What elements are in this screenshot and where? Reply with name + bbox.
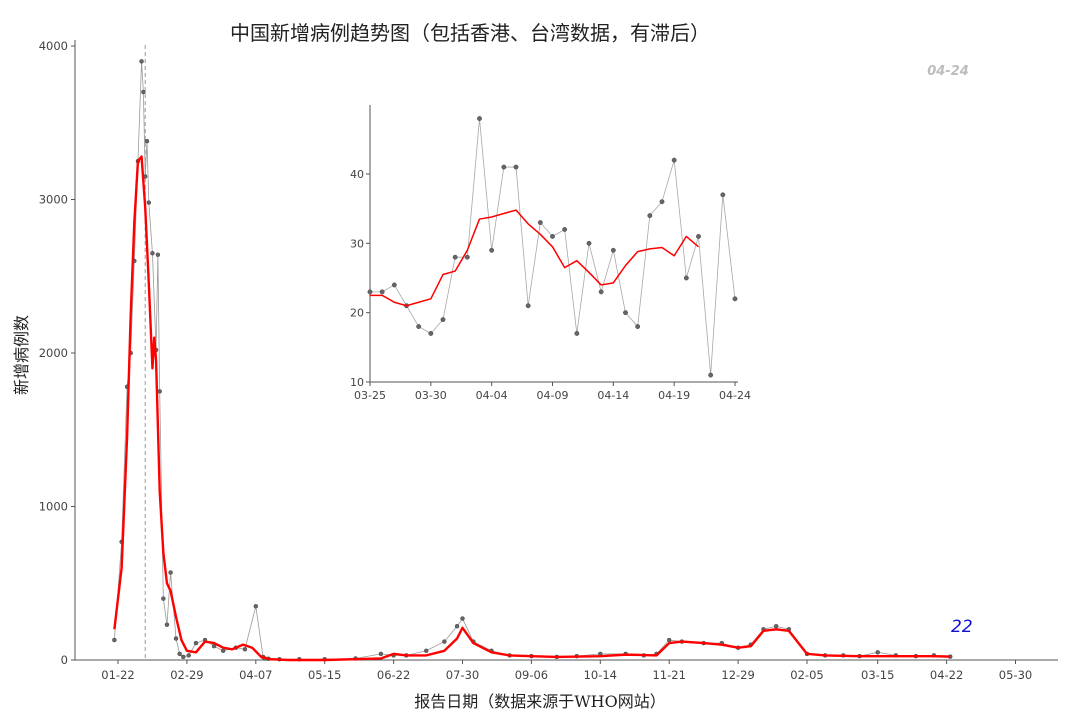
daily-case-point [220, 648, 226, 653]
inset-daily-case-point [513, 164, 519, 170]
inset-daily-case-point [464, 254, 470, 260]
x-tick-label: 11-21 [652, 668, 685, 682]
daily-case-point [424, 648, 429, 653]
y-tick-label: 2000 [39, 346, 68, 360]
inset-daily-case-point [574, 331, 580, 336]
daily-case-point [181, 654, 186, 660]
inset-x-tick-label: 04-09 [537, 389, 569, 402]
daily-case-point [667, 637, 672, 643]
main-plot: 0 1000 2000 3000 4000 01-22 02-29 04-07 05-15 06-… [39, 39, 1058, 682]
x-tick-label: 02-05 [790, 668, 823, 682]
inset-daily-case-point [440, 317, 446, 322]
inset-y-tick-label: 20 [350, 307, 364, 320]
latest-date-label: 04-24 [927, 64, 969, 79]
daily-case-point [164, 622, 170, 627]
daily-case-point [150, 251, 155, 256]
chart-title: 中国新增病例趋势图（包括香港、台湾数据，有滞后） [230, 21, 710, 45]
inset-plot: 10 20 30 40 03-25 03-30 04-04 04-09 04-14 04-19 04… [350, 105, 751, 402]
daily-case-point [378, 651, 384, 657]
inset-daily-case-point [489, 247, 495, 253]
daily-case-point [875, 650, 880, 655]
daily-case-point [168, 570, 173, 575]
x-tick-label: 12-29 [721, 668, 754, 682]
x-tick-label: 04-22 [930, 668, 963, 682]
inset-x-tick-label: 03-25 [354, 389, 386, 402]
x-tick-label: 02-29 [170, 668, 203, 682]
inset-y-tick-label: 30 [350, 237, 364, 250]
daily-case-point [186, 653, 191, 658]
inset-daily-case-point [525, 303, 531, 309]
inset-daily-case-point [708, 372, 714, 378]
x-tick-label: 07-30 [446, 668, 479, 682]
daily-case-point [139, 59, 144, 64]
daily-case-point [112, 637, 117, 643]
inset-daily-case-point [367, 289, 373, 295]
inset-daily-case-point [562, 227, 568, 232]
x-tick-label: 04-07 [239, 668, 272, 682]
inset-daily-case-point [647, 213, 653, 219]
x-tick-label: 03-15 [861, 668, 894, 682]
daily-case-point [144, 138, 150, 144]
daily-case-point [146, 200, 152, 205]
inset-x-tick-label: 04-24 [719, 389, 751, 402]
daily-case-point [155, 252, 161, 257]
daily-case-point [173, 636, 179, 641]
inset-daily-case-point [379, 289, 385, 295]
inset-y-tick-label: 10 [350, 376, 364, 389]
inset-x-tick-label: 04-19 [658, 389, 690, 402]
daily-case-point [460, 616, 465, 621]
y-axis-title: 新增病例数 [12, 315, 31, 395]
x-tick-label: 09-06 [515, 668, 548, 682]
inset-daily-case-point [537, 220, 543, 225]
inset-daily-case-point [659, 199, 665, 205]
y-tick-label: 3000 [39, 193, 68, 207]
x-tick-label: 05-30 [999, 668, 1032, 682]
inset-daily-case-point [683, 275, 689, 281]
daily-case-point [442, 639, 447, 644]
inset-daily-case-point [696, 233, 701, 239]
daily-cases-line [113, 61, 951, 660]
inset-daily-case-point [623, 310, 628, 316]
inset-daily-case-point [732, 296, 738, 302]
inset-x-tick-label: 04-04 [476, 389, 508, 402]
daily-case-point [242, 647, 248, 652]
x-axis-title: 报告日期（数据来源于WHO网站） [414, 692, 666, 711]
inset-daily-case-point [635, 324, 641, 329]
inset-x-tick-label: 03-30 [415, 389, 447, 402]
inset-daily-case-point [391, 282, 397, 288]
inset-x-tick-label: 04-14 [597, 389, 629, 402]
inset-daily-case-point [452, 254, 458, 260]
daily-case-point [454, 624, 460, 629]
daily-case-point [773, 624, 779, 629]
y-tick-label: 0 [61, 653, 68, 667]
daily-case-point [157, 389, 162, 394]
inset-daily-case-point [671, 157, 677, 163]
daily-case-point [141, 89, 146, 95]
inset-daily-case-point [610, 247, 616, 253]
inset-daily-case-point [586, 240, 592, 246]
y-tick-label: 1000 [39, 500, 68, 514]
inset-y-tick-label: 40 [350, 168, 364, 181]
inset-daily-case-point [477, 116, 482, 121]
daily-case-point [161, 596, 166, 601]
inset-daily-case-point [416, 324, 422, 329]
inset-daily-case-point [428, 331, 434, 336]
daily-case-point [177, 651, 182, 657]
inset-moving-average-line [370, 209, 699, 307]
daily-case-point [193, 640, 199, 646]
x-tick-label: 01-22 [101, 668, 134, 682]
inset-daily-case-point [501, 164, 507, 170]
daily-case-point [253, 604, 259, 609]
inset-daily-case-point [720, 192, 726, 198]
inset-daily-case-point [550, 233, 555, 239]
inset-daily-case-point [598, 289, 604, 295]
moving-average-line [113, 155, 951, 662]
x-tick-label: 05-15 [308, 668, 341, 682]
x-tick-label: 06-22 [377, 668, 410, 682]
x-tick-label: 10-14 [584, 668, 617, 682]
latest-value-label: 22 [951, 617, 973, 637]
y-tick-label: 4000 [39, 39, 68, 53]
